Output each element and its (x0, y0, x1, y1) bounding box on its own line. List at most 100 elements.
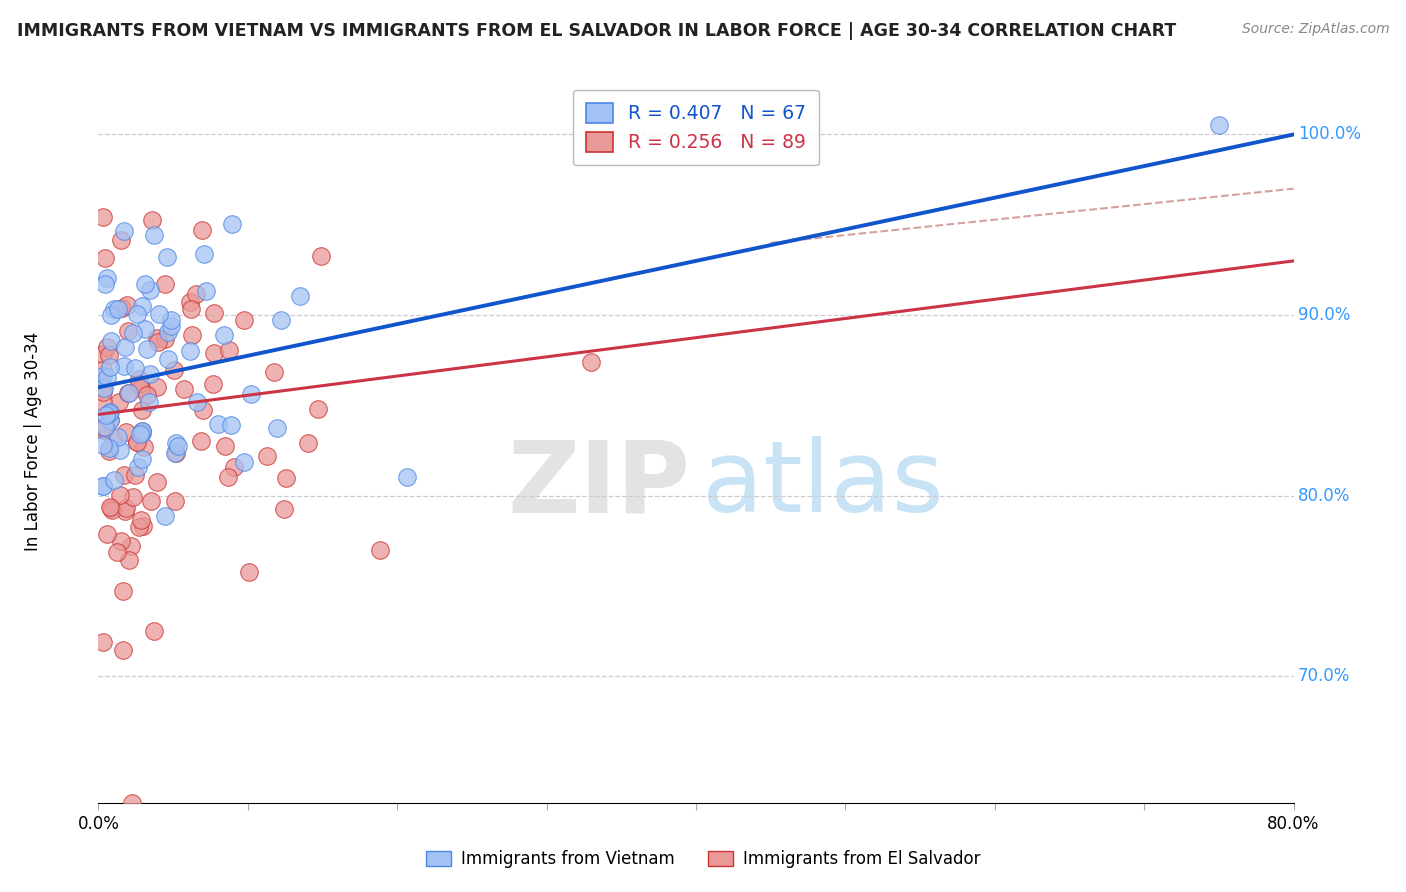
Text: 90.0%: 90.0% (1298, 306, 1350, 324)
Text: IMMIGRANTS FROM VIETNAM VS IMMIGRANTS FROM EL SALVADOR IN LABOR FORCE | AGE 30-3: IMMIGRANTS FROM VIETNAM VS IMMIGRANTS FR… (17, 22, 1177, 40)
Point (146, 331, 169, 345)
Point (142, 228, 165, 243)
Point (212, 327, 235, 342)
Point (91, 211, 114, 225)
Point (93, 424, 115, 438)
Point (135, 343, 157, 357)
Point (219, 417, 242, 432)
Point (120, 540, 142, 554)
Point (136, 388, 159, 402)
Point (112, 359, 135, 373)
Point (96, 370, 118, 384)
Point (122, 326, 145, 340)
Point (91, 479, 114, 493)
Point (273, 502, 295, 516)
Point (146, 334, 169, 349)
Point (112, 642, 135, 657)
Text: In Labor Force | Age 30-34: In Labor Force | Age 30-34 (24, 332, 42, 551)
Point (202, 346, 225, 360)
Point (141, 494, 163, 508)
Point (156, 250, 179, 264)
Point (98, 500, 121, 515)
Point (202, 306, 225, 320)
Point (139, 283, 162, 297)
Point (163, 363, 186, 377)
Point (91, 347, 114, 361)
Point (190, 434, 212, 448)
Point (115, 500, 138, 515)
Point (131, 299, 153, 313)
Point (96, 340, 118, 354)
Point (100, 334, 122, 348)
Point (276, 471, 298, 485)
Point (96, 527, 118, 541)
Point (153, 277, 176, 292)
Point (107, 430, 129, 444)
Point (309, 249, 332, 263)
Point (98, 359, 121, 374)
Point (145, 475, 167, 489)
Point (129, 381, 152, 395)
Point (100, 308, 122, 322)
Point (101, 431, 124, 445)
Point (97, 406, 120, 420)
Point (111, 584, 134, 599)
Point (98, 441, 121, 455)
Point (128, 372, 150, 386)
Point (114, 340, 136, 354)
Point (124, 468, 146, 483)
Point (107, 301, 129, 316)
Point (98, 413, 121, 427)
Point (93, 420, 115, 434)
Point (112, 467, 135, 482)
Point (91, 479, 114, 493)
Point (91, 634, 114, 648)
Point (105, 545, 128, 559)
Point (194, 284, 217, 298)
Point (166, 439, 188, 453)
Point (153, 508, 176, 523)
Point (110, 487, 132, 501)
Point (256, 449, 278, 463)
Point (98, 412, 121, 426)
Point (232, 313, 254, 327)
Point (91, 385, 114, 400)
Point (91, 394, 114, 409)
Point (207, 417, 229, 431)
Point (131, 425, 153, 440)
Point (128, 520, 150, 534)
Point (270, 313, 292, 327)
Point (297, 435, 319, 450)
Point (222, 460, 245, 475)
Point (91, 420, 114, 434)
Point (93, 363, 115, 377)
Point (114, 504, 136, 518)
Point (98, 444, 121, 458)
Point (100, 405, 122, 419)
Point (132, 518, 155, 533)
Point (127, 307, 149, 321)
Point (165, 494, 187, 508)
Text: atlas: atlas (702, 436, 943, 533)
Text: ZIP: ZIP (508, 436, 690, 533)
Point (127, 460, 149, 475)
Point (96, 271, 118, 285)
Point (117, 324, 139, 338)
Point (128, 377, 150, 392)
Point (579, 355, 602, 369)
Point (111, 301, 134, 315)
Point (94, 251, 117, 265)
Point (134, 322, 156, 336)
Point (124, 360, 146, 375)
Point (94, 409, 117, 423)
Point (193, 246, 215, 260)
Point (238, 565, 260, 579)
Point (165, 446, 187, 460)
Point (233, 455, 256, 469)
Point (288, 288, 311, 302)
Point (240, 387, 263, 401)
Point (221, 218, 243, 232)
Point (131, 424, 153, 438)
Point (103, 302, 125, 317)
Point (191, 223, 214, 237)
